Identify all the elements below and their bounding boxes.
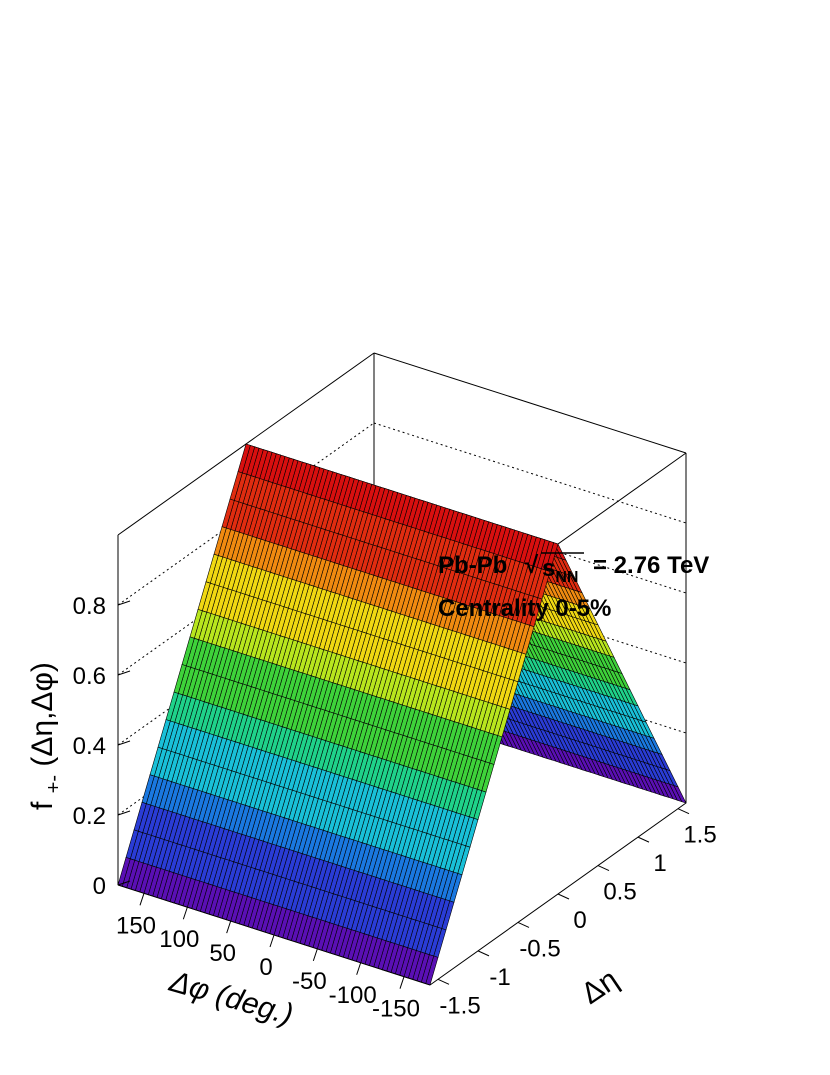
z-axis-title-main: f (26, 801, 59, 810)
z-axis-title-rest: (Δη,Δφ) (26, 662, 59, 767)
gridline-left-4 (117, 422, 375, 606)
x-tick-4 (312, 948, 318, 962)
z-tick-4 (117, 600, 131, 606)
x-tick-2 (226, 920, 232, 934)
y-tick-4 (597, 865, 610, 872)
top-back-edge (373, 352, 687, 454)
annotation-s: sNN (542, 555, 578, 586)
y-tick-0 (437, 978, 450, 985)
y-tick-label: -0.5 (519, 935, 560, 962)
z-tick-3 (117, 670, 131, 676)
surface-mesh (117, 443, 687, 986)
annotation-sqrt: √ (525, 552, 539, 579)
z-tick-label: 0.4 (73, 733, 106, 760)
axis-ticks (117, 600, 690, 989)
annotation-energy-value: = 2.76 TeV (593, 552, 709, 579)
y-tick-5 (637, 836, 650, 843)
y-tick-label: -1.5 (439, 992, 480, 1019)
y-axis-title: Δη (575, 963, 624, 1011)
annotation-collision: Pb-Pb (438, 552, 507, 579)
y-tick-2 (517, 921, 530, 928)
x-tick-label: 100 (159, 926, 199, 953)
x-tick-5 (356, 962, 362, 975)
z-tick-1 (117, 810, 131, 816)
x-tick-label: -100 (329, 982, 377, 1009)
z-tick-label: 0.2 (73, 803, 106, 830)
z-tick-label: 0 (93, 873, 106, 900)
y-tick-1 (477, 950, 490, 957)
z-tick-label: 0.6 (73, 663, 106, 690)
y-tick-label: 0 (573, 907, 586, 934)
y-tick-label: 1 (653, 850, 666, 877)
z-tick-2 (117, 740, 131, 746)
y-tick-3 (557, 893, 570, 900)
z-axis-title-sub: +- (43, 775, 65, 793)
x-tick-0 (139, 893, 145, 906)
x-tick-label: -150 (372, 996, 420, 1023)
x-tick-label: 0 (259, 954, 272, 981)
annotation-centrality: Centrality 0-5% (438, 595, 611, 622)
x-tick-label: 50 (209, 940, 236, 967)
annotation-s-sub: NN (555, 569, 578, 586)
annotation-s-main: s (542, 555, 555, 582)
annotation-energy: Pb-Pb √ sNN = 2.76 TeV (438, 552, 709, 586)
y-tick-6 (677, 808, 690, 815)
z-axis-title: f +- (Δη,Δφ) (26, 662, 67, 810)
x-axis-title: Δφ (deg.) (165, 965, 297, 1032)
x-tick-label: 150 (116, 912, 156, 939)
y-tick-label: -1 (489, 964, 510, 991)
x-tick-label: -50 (292, 968, 327, 995)
x-tick-6 (399, 976, 405, 989)
x-tick-1 (182, 907, 188, 920)
y-tick-label: 1.5 (683, 822, 716, 849)
y-tick-label: 0.5 (603, 879, 636, 906)
z-tick-label: 0.8 (73, 593, 106, 620)
z-tick-0 (117, 880, 131, 886)
x-tick-3 (269, 934, 275, 948)
